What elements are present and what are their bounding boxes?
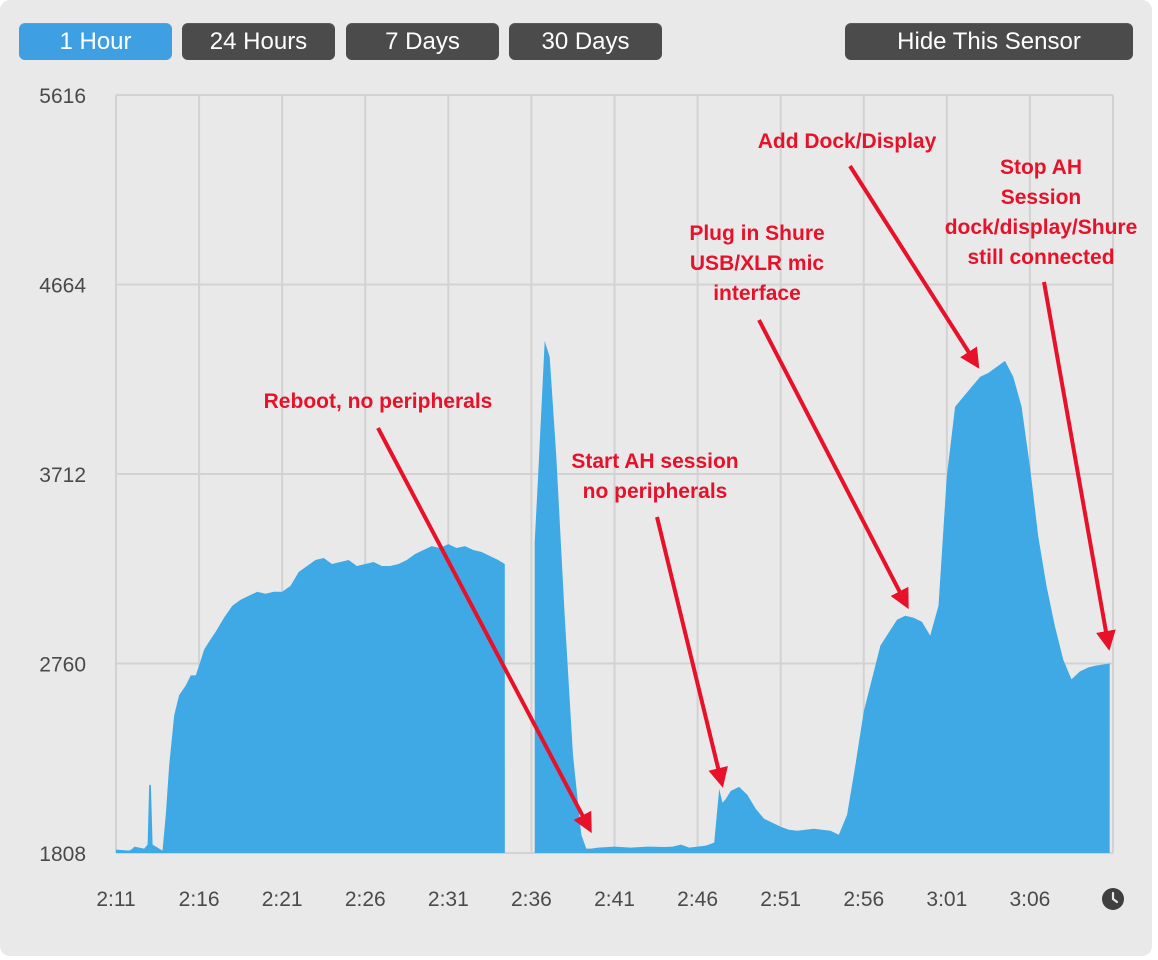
toolbar: 1 Hour 24 Hours 7 Days 30 Days Hide This… bbox=[0, 0, 1152, 70]
annotation-label: Stop AH Session dock/display/Shure still co… bbox=[945, 156, 1138, 269]
hide-sensor-button[interactable]: Hide This Sensor bbox=[845, 23, 1133, 60]
area-segment bbox=[534, 341, 1110, 853]
annotation-arrow bbox=[655, 516, 728, 788]
series-area bbox=[116, 341, 1110, 853]
annotation-arrow bbox=[848, 164, 980, 369]
x-tick-label: 2:51 bbox=[760, 888, 801, 911]
annotation-arrow bbox=[376, 427, 592, 834]
annotation-label: Plug in Shure USB/XLR mic interface bbox=[689, 222, 824, 305]
x-axis: 2:11 2:16 2:21 2:26 2:31 2:36 2:41 2:46 2:51 2:56… bbox=[96, 888, 1050, 911]
annotation-arrow bbox=[1042, 281, 1116, 651]
y-tick-label: 4664 bbox=[39, 275, 86, 298]
range-button-30-days[interactable]: 30 Days bbox=[509, 23, 662, 60]
annotation-label: Reboot, no peripherals bbox=[264, 390, 493, 413]
x-tick-label: 2:41 bbox=[594, 888, 635, 911]
x-tick-label: 3:06 bbox=[1009, 888, 1050, 911]
x-tick-label: 2:56 bbox=[843, 888, 884, 911]
range-button-7-days[interactable]: 7 Days bbox=[346, 23, 499, 60]
annotation-arrow bbox=[757, 319, 909, 610]
y-axis: 1808 2760 3712 4664 5616 bbox=[39, 85, 86, 866]
y-tick-label: 3712 bbox=[39, 464, 86, 487]
y-tick-label: 5616 bbox=[39, 85, 86, 108]
x-tick-label: 2:26 bbox=[345, 888, 386, 911]
annotation-label: Add Dock/Display bbox=[758, 130, 937, 153]
x-tick-label: 3:01 bbox=[926, 888, 967, 911]
annotations: Reboot, no peripherals Start AH session no… bbox=[264, 130, 1138, 834]
y-tick-label: 2760 bbox=[39, 654, 86, 677]
range-button-1-hour[interactable]: 1 Hour bbox=[19, 23, 172, 60]
y-tick-label: 1808 bbox=[39, 843, 86, 866]
range-button-24-hours[interactable]: 24 Hours bbox=[182, 23, 335, 60]
x-tick-label: 2:21 bbox=[262, 888, 303, 911]
x-tick-label: 2:46 bbox=[677, 888, 718, 911]
x-tick-label: 2:16 bbox=[179, 888, 220, 911]
area-segment bbox=[116, 544, 505, 853]
clock-icon[interactable] bbox=[1102, 888, 1124, 910]
annotation-label: Start AH session no peripherals bbox=[571, 450, 738, 503]
x-tick-label: 2:11 bbox=[96, 888, 135, 911]
x-tick-label: 2:36 bbox=[511, 888, 552, 911]
x-tick-label: 2:31 bbox=[428, 888, 469, 911]
